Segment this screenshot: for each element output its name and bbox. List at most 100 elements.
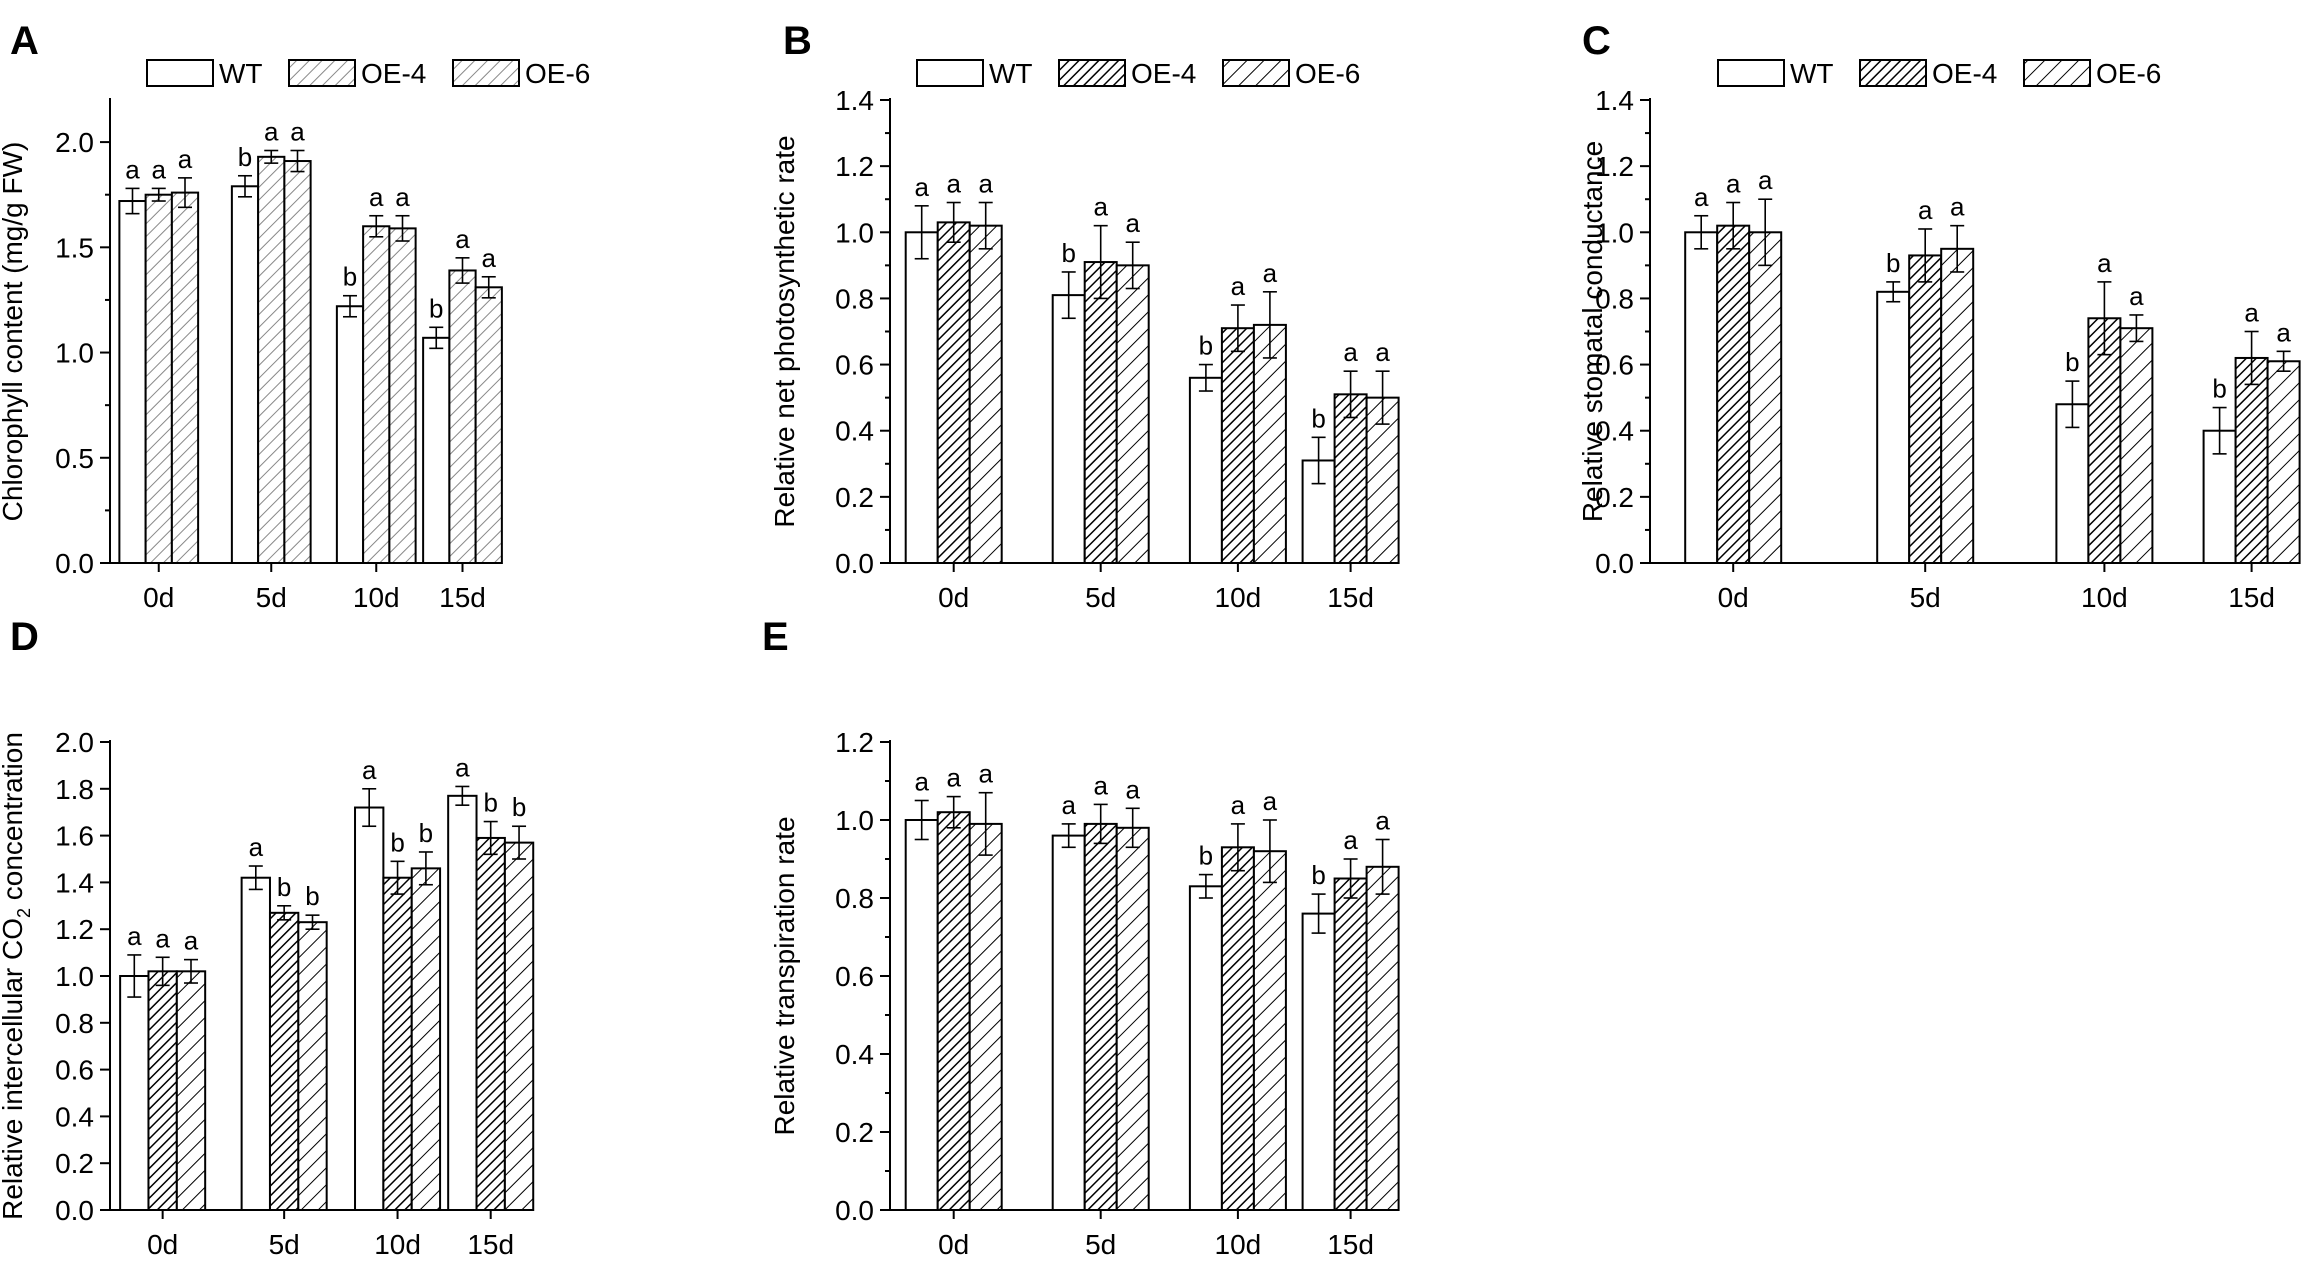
bar-oe-6 [410,867,442,1211]
significance-letter: a [125,154,140,184]
legend-swatch-oe-4 [1058,59,1126,87]
bar-oe-6 [170,191,200,564]
bar-oe-4 [1083,822,1118,1212]
significance-letter: a [1263,258,1278,288]
legend-label: OE-6 [525,58,590,89]
legend: WT OE-4 OE-6 [1717,58,2161,89]
significance-letter: b [1061,238,1075,268]
bar-wt [904,819,939,1211]
y-tick-label: 1.2 [55,914,94,945]
x-tick-label: 5d [256,582,287,613]
y-tick-label: 0.0 [835,548,874,579]
bar-wt [230,185,260,564]
significance-letter: a [2097,248,2112,278]
bar-oe-4 [382,876,413,1211]
significance-letter: b [419,818,433,848]
y-tick-label: 1.4 [55,867,94,898]
bar-oe-4 [1220,846,1255,1211]
panel-letter: D [10,615,39,659]
legend-label: WT [219,58,263,89]
panel-d: D 0.0 0.2 0.4 0.6 0.8 1.0 1.2 1.4 1.6 1.8 2.0 Relati… [0,615,535,1260]
significance-letter: a [155,923,170,953]
legend: WT OE-4 OE-6 [146,58,590,89]
x-tick-label: 0d [1718,582,1749,613]
panel-a: A 0.0 0.5 1.0 1.5 2.0 Chlorophyll content (mg/… [0,19,590,613]
legend-label: OE-4 [361,58,426,89]
significance-letter: b [238,142,252,172]
bar-oe-4 [1333,393,1368,565]
bar-oe-6 [1252,850,1287,1211]
bar-oe-4 [144,193,173,564]
y-tick-label: 0.8 [835,883,874,914]
y-tick-label: 0.8 [55,1008,94,1039]
y-tick-label: 0.0 [55,548,94,579]
bar-wt [1684,231,1719,565]
x-tick-label: 15d [2228,582,2275,613]
bar-oe-4 [268,911,300,1211]
bar-oe-6 [388,227,417,565]
significance-letter: a [369,182,384,212]
significance-letter: b [390,827,404,857]
significance-letter: a [946,169,961,199]
y-tick-label: 0.6 [1595,350,1634,381]
y-axis-label: Relative intercellular CO2 concentration [0,732,34,1220]
y-tick-label: 0.0 [1595,548,1634,579]
bar-oe-6 [503,841,535,1211]
bar-oe-4 [362,225,391,564]
significance-letter: b [2065,347,2079,377]
x-tick-label: 15d [1327,582,1374,613]
significance-letter: a [362,755,377,785]
bar-oe-6 [1748,231,1783,565]
bar-oe-6 [1115,826,1150,1211]
bar-wt [119,975,150,1211]
y-tick-label: 0.4 [1595,416,1634,447]
y-tick-label: 0.6 [835,350,874,381]
significance-letter: a [1694,182,1709,212]
y-tick-label: 0.2 [835,1117,874,1148]
x-tick-label: 0d [938,582,969,613]
y-tick-label: 2.0 [55,727,94,758]
y-tick-label: 1.4 [1595,85,1634,116]
significance-letter: a [1375,337,1390,367]
legend-swatch-oe-6 [2023,59,2091,87]
significance-letter: a [290,117,305,147]
bar-oe-6 [1115,264,1150,564]
y-tick-label: 0.2 [835,482,874,513]
y-tick-label: 1.0 [55,961,94,992]
bar-oe-6 [1940,247,1975,564]
significance-letter: b [1886,248,1900,278]
significance-letter: b [1199,331,1213,361]
y-tick-label: 1.2 [1595,151,1634,182]
significance-letter: a [2244,298,2259,328]
bar-wt [1188,885,1223,1211]
bar-wt [335,305,365,564]
bar-wt [904,231,939,565]
legend-swatch-wt [146,59,214,87]
bar-wt [1051,294,1086,564]
bar-oe-6 [1365,396,1400,564]
significance-letter: a [264,117,279,147]
significance-letter: b [512,792,526,822]
y-axis-label: Chlorophyll content (mg/g FW) [0,142,28,522]
bar-wt [118,200,147,564]
significance-letter: a [1093,192,1108,222]
y-tick-label: 0.6 [55,1055,94,1086]
significance-letter: a [249,832,264,862]
bar-wt [1051,834,1086,1211]
legend-swatch-wt [1717,59,1785,87]
legend-label: OE-4 [1932,58,1997,89]
y-tick-label: 1.0 [55,338,94,369]
panel-letter: B [783,19,812,63]
bar-oe-4 [1220,327,1255,565]
significance-letter: b [1199,841,1213,871]
significance-letter: a [1375,806,1390,836]
x-tick-label: 10d [1215,582,1262,613]
x-tick-label: 5d [1085,582,1116,613]
bar-oe-6 [2266,360,2301,564]
panel-letter: C [1582,19,1611,63]
bar-wt [447,794,478,1211]
significance-letter: b [483,788,497,818]
bar-oe-6 [297,921,328,1211]
x-tick-label: 5d [1910,582,1941,613]
